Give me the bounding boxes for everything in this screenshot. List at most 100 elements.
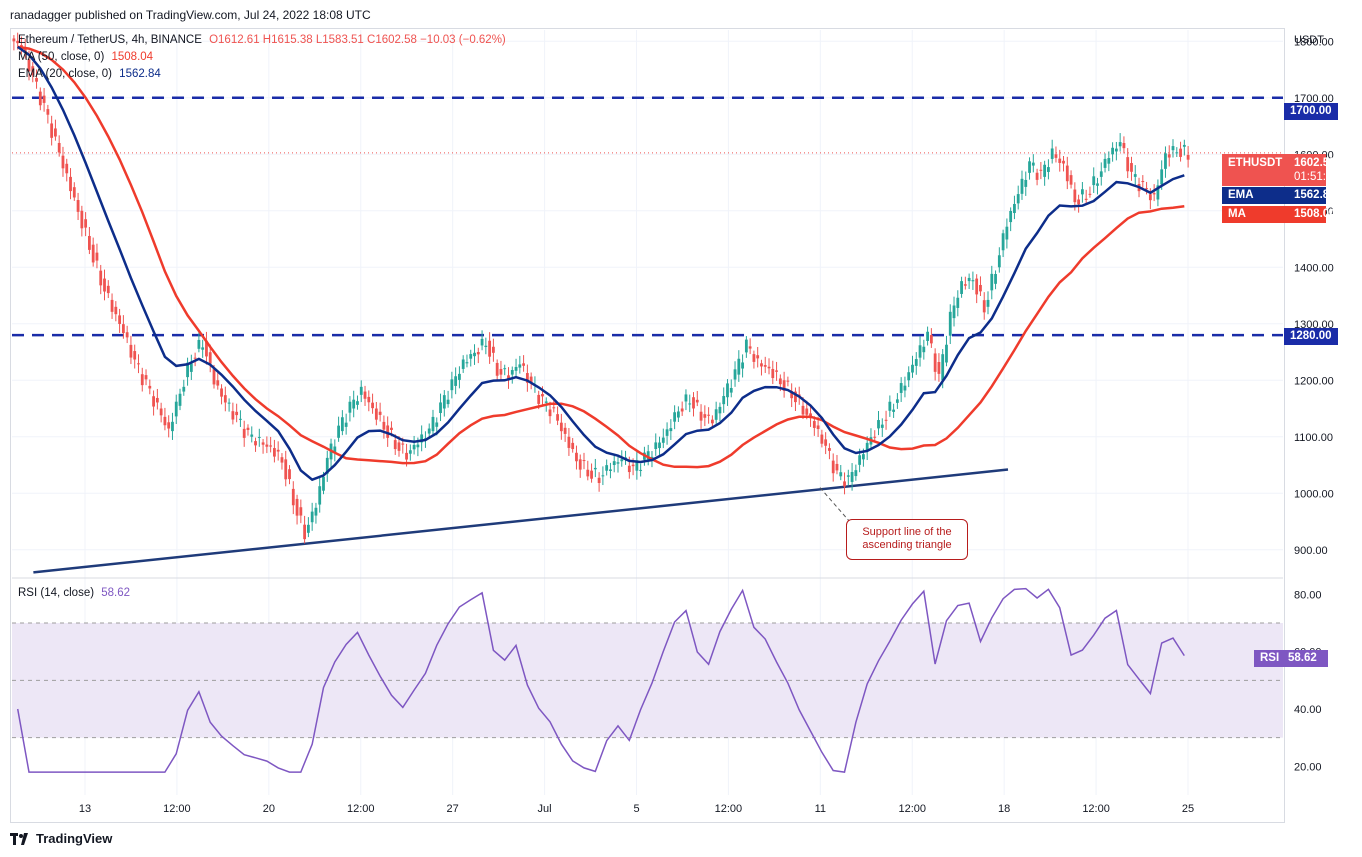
candle-body [220,388,223,397]
candle-body [714,409,718,420]
candle-body [495,362,499,376]
candle-body [612,461,616,466]
candle-body [609,469,612,471]
last-price-value: 1602.58 [1294,157,1336,169]
candle-body [227,402,231,404]
candle-body [446,399,450,405]
time-tick-label: 12:00 [163,803,191,815]
candle-body [159,408,163,416]
candle-body [507,375,510,380]
candle-body [133,351,137,360]
candle-body [1141,181,1145,183]
candle-body [971,280,975,282]
last-price-tag: ETHUSDT 1602.58 01:51:49 [1222,154,1339,186]
candle-body [722,396,726,405]
candle-body [359,386,363,395]
candle-body [420,434,424,443]
candle-body [733,369,737,380]
candle-body [805,408,809,415]
candle-body [291,488,295,506]
candle-body [835,463,839,471]
candle-body [794,391,797,403]
candle-body [888,401,892,411]
candle-body [1016,194,1020,204]
candle-body [239,418,242,420]
price-tick-label: 1400.00 [1294,262,1334,274]
candle-body [1028,161,1031,173]
candle-body [510,370,514,375]
candle-body [839,472,843,477]
candle-body [650,456,654,459]
candle-body [69,176,72,192]
candle-body [306,524,310,533]
time-tick-label: 27 [447,803,459,815]
candle-body [1182,144,1186,147]
tradingview-logo-icon [10,832,28,845]
candle-body [718,406,722,414]
candle-body [786,380,790,382]
footer-brand[interactable]: TradingView [10,831,112,846]
candle-body [50,123,54,138]
rsi-legend-value: 58.62 [101,587,131,599]
candle-body [605,465,609,471]
symbol-legend[interactable]: Ethereum / TetherUS, 4h, BINANCE O1612.6… [18,34,506,46]
candle-body [937,362,941,374]
candle-body [726,383,729,398]
candle-body [1069,175,1073,185]
candle-body [1122,142,1126,149]
candle-body [1118,142,1122,147]
ema-legend[interactable]: EMA (20, close, 0) 1562.84 [18,68,161,80]
ma-tag-value: 1508.04 [1294,208,1336,220]
candle-body [986,299,990,307]
price-tick-label: 1000.00 [1294,488,1334,500]
candle-body [42,95,46,103]
candle-body [862,454,865,460]
candle-body [261,442,265,445]
candle-body [103,278,106,292]
price-tick-label: 1800.00 [1294,36,1334,48]
candle-body [929,335,933,344]
candle-body [850,472,854,482]
ma-legend[interactable]: MA (50, close, 0) 1508.04 [18,51,153,63]
candle-body [956,297,960,308]
candle-body [801,405,805,415]
candle-body [178,393,182,406]
candle-body [280,457,284,463]
candle-body [269,445,273,447]
candle-body [820,434,824,444]
rsi-tag-name: RSI [1260,652,1280,664]
candle-body [1013,203,1016,214]
price-tick-label: 1100.00 [1294,432,1333,444]
candle-body [926,331,929,341]
candle-body [1073,189,1077,203]
candle-body [548,409,552,417]
candle-body [480,338,484,346]
candle-body [314,507,318,516]
price-tick-label: 900.00 [1294,545,1328,557]
candle-body [488,340,492,357]
candle-body [914,359,918,366]
candle-body [412,444,416,450]
last-price-symbol: ETHUSDT [1228,157,1283,169]
candle-body [677,411,680,418]
candle-body [752,354,756,362]
candle-body [1156,185,1160,200]
candle-body [35,78,38,82]
ema-tag-name: EMA [1228,189,1254,201]
candle-body [152,396,155,407]
rsi-legend[interactable]: RSI (14, close) 58.62 [18,587,130,599]
candle-body [586,469,590,477]
candle-body [503,368,507,370]
ma-tag-name: MA [1228,208,1246,220]
candle-body [710,419,714,424]
candle-body [431,416,435,432]
candle-body [299,507,303,516]
candle-body [465,362,469,364]
candle-body [386,425,390,438]
candle-body [484,345,488,347]
candle-body [461,359,465,369]
candle-body [680,408,684,412]
candle-body [699,411,703,421]
candle-body [348,401,352,413]
